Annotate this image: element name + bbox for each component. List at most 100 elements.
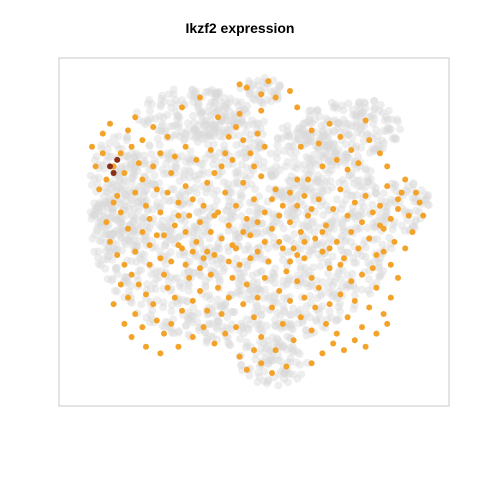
background-cell-point [344,99,353,108]
background-cell-point [326,234,335,243]
background-cell-point [205,291,214,300]
background-cell-point [220,93,229,102]
expressing-cell-point [315,140,322,147]
background-cell-point [324,134,333,143]
background-cell-point [286,311,295,320]
background-cell-point [180,211,189,220]
expressing-cell-point [387,261,394,268]
background-cell-point [145,107,154,116]
background-cell-point [184,316,193,325]
expressing-cell-point [150,163,157,170]
background-cell-point [297,124,306,133]
background-cell-point [222,103,231,112]
background-cell-point [87,214,96,223]
background-cell-point [391,135,400,144]
background-cell-point [424,191,433,200]
background-cell-point [91,156,100,165]
background-cell-point [300,160,309,169]
background-cell-point [165,227,174,236]
background-cell-point [115,184,124,193]
background-cell-point [230,226,239,235]
background-cell-point [128,148,137,157]
background-cell-point [158,165,167,174]
background-cell-point [237,212,246,221]
background-cell-point [168,300,177,309]
background-cell-point [105,252,114,261]
background-cell-point [178,283,187,292]
background-cell-point [236,281,245,290]
background-cell-point [231,113,240,122]
background-cell-point [262,379,271,388]
background-cell-point [328,217,337,226]
background-cell-point [212,324,221,333]
expressing-cell-point [279,245,286,252]
background-cell-point [243,121,252,130]
background-cell-point [254,144,263,153]
background-cell-point [207,85,216,94]
background-cell-point [193,102,202,111]
expressing-cell-point [168,169,175,176]
background-cell-point [115,226,124,235]
expressing-cell-point [395,196,401,203]
background-cell-point [153,267,162,276]
background-cell-point [225,98,234,107]
background-cell-point [86,208,95,217]
background-cell-point [184,279,193,288]
background-cell-point [278,342,287,351]
background-cell-point [121,190,130,199]
background-cell-point [304,222,313,231]
expressing-cell-point [240,179,247,186]
background-cell-point [111,263,120,272]
background-cell-point [90,247,99,256]
expressing-cell-point [240,301,247,308]
background-cell-point [301,263,310,272]
background-cell-point [342,185,351,194]
background-cell-point [322,177,331,186]
expressing-cell-point [276,238,283,245]
background-cell-point [198,170,207,179]
expressing-cell-point [308,206,315,213]
background-cell-point [206,88,215,97]
background-cell-point [105,198,114,207]
background-cell-point [277,367,286,376]
background-cell-point [156,100,165,109]
background-cell-point [313,144,322,153]
background-cell-point [324,143,333,152]
background-cell-point [320,132,329,141]
background-cell-point [200,122,209,131]
expressing-cell-point [319,350,326,357]
background-cell-point [233,168,242,177]
background-cell-point [383,115,392,124]
background-cell-point [301,269,310,278]
background-cell-point [283,247,292,256]
background-cell-point [305,112,314,121]
background-cell-point [253,278,262,287]
background-cell-point [252,300,261,309]
expressing-cell-point [207,229,214,235]
background-cell-point [236,190,245,199]
background-cell-point [421,196,430,205]
background-cell-point [269,239,278,248]
background-cell-point [299,185,308,194]
expressing-cell-point [96,186,103,193]
background-cell-point [183,297,192,306]
background-cell-point [114,132,123,141]
expressing-cell-point [204,307,211,314]
expressing-cell-point [143,202,149,209]
background-cell-point [325,156,334,165]
background-cell-point [308,245,317,254]
background-cell-point [335,266,344,275]
expressing-cell-point [294,176,301,183]
expressing-cell-point [377,202,383,209]
background-cell-point [242,222,251,231]
background-cell-point [317,121,326,130]
background-cell-point [186,315,195,324]
background-cell-point [220,264,229,273]
expressing-cell-point [157,150,164,157]
background-cell-point [213,295,222,304]
background-cell-point [285,176,294,185]
expressing-cell-point [168,320,175,327]
background-cell-point [412,206,421,215]
background-cell-point [258,130,267,139]
background-cell-point [103,255,112,264]
